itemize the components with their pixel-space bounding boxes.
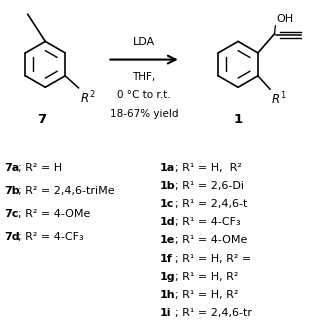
- Text: 1: 1: [234, 113, 243, 126]
- Text: ; R¹ = H, R²: ; R¹ = H, R²: [175, 272, 239, 282]
- Text: ; R¹ = 2,4,6-t: ; R¹ = 2,4,6-t: [175, 199, 248, 209]
- Text: 7d: 7d: [4, 232, 20, 242]
- Text: LDA: LDA: [133, 37, 155, 47]
- Text: $R^2$: $R^2$: [79, 90, 95, 107]
- Text: ; R¹ = H, R²: ; R¹ = H, R²: [175, 290, 239, 300]
- Text: 1f: 1f: [160, 253, 173, 263]
- Text: 7c: 7c: [4, 209, 18, 219]
- Text: 7: 7: [37, 113, 47, 126]
- Text: ; R¹ = 2,6-Di: ; R¹ = 2,6-Di: [175, 181, 244, 191]
- Text: 1a: 1a: [160, 163, 175, 173]
- Text: 18-67% yield: 18-67% yield: [110, 108, 178, 119]
- Text: 1c: 1c: [160, 199, 174, 209]
- Text: ; R² = 2,4,6-triMe: ; R² = 2,4,6-triMe: [18, 186, 115, 196]
- Text: 1e: 1e: [160, 236, 175, 245]
- Text: OH: OH: [276, 14, 293, 24]
- Text: 1i: 1i: [160, 308, 172, 318]
- Text: 1b: 1b: [160, 181, 176, 191]
- Text: ; R¹ = H, R² =: ; R¹ = H, R² =: [175, 253, 252, 263]
- Text: ; R¹ = H,  R²: ; R¹ = H, R²: [175, 163, 242, 173]
- Text: 1d: 1d: [160, 217, 176, 227]
- Text: ; R² = 4-OMe: ; R² = 4-OMe: [18, 209, 91, 219]
- Text: ; R¹ = 2,4,6-tr: ; R¹ = 2,4,6-tr: [175, 308, 252, 318]
- Text: $R^1$: $R^1$: [271, 91, 286, 108]
- Text: ; R¹ = 4-OMe: ; R¹ = 4-OMe: [175, 236, 248, 245]
- Text: 1g: 1g: [160, 272, 176, 282]
- Text: 1h: 1h: [160, 290, 176, 300]
- Text: THF,: THF,: [132, 72, 156, 82]
- Text: ; R² = 4-CF₃: ; R² = 4-CF₃: [18, 232, 84, 242]
- Text: 7b: 7b: [4, 186, 20, 196]
- Text: 7a: 7a: [4, 163, 19, 173]
- Text: ; R¹ = 4-CF₃: ; R¹ = 4-CF₃: [175, 217, 241, 227]
- Text: ; R² = H: ; R² = H: [18, 163, 62, 173]
- Text: 0 °C to r.t.: 0 °C to r.t.: [117, 90, 171, 100]
